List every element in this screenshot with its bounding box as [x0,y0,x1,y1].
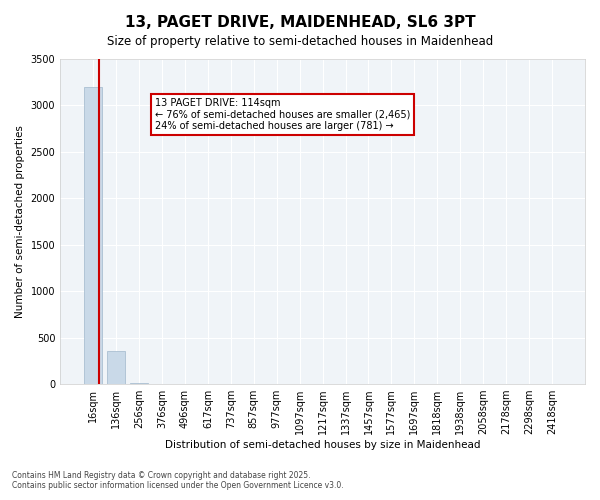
Text: Contains HM Land Registry data © Crown copyright and database right 2025.
Contai: Contains HM Land Registry data © Crown c… [12,470,344,490]
X-axis label: Distribution of semi-detached houses by size in Maidenhead: Distribution of semi-detached houses by … [165,440,481,450]
Y-axis label: Number of semi-detached properties: Number of semi-detached properties [15,125,25,318]
Bar [84,87,103,384]
Text: 13 PAGET DRIVE: 114sqm
← 76% of semi-detached houses are smaller (2,465)
24% of : 13 PAGET DRIVE: 114sqm ← 76% of semi-det… [155,98,410,131]
Text: Size of property relative to semi-detached houses in Maidenhead: Size of property relative to semi-detach… [107,35,493,48]
Bar [107,352,125,384]
Text: 13, PAGET DRIVE, MAIDENHEAD, SL6 3PT: 13, PAGET DRIVE, MAIDENHEAD, SL6 3PT [125,15,475,30]
